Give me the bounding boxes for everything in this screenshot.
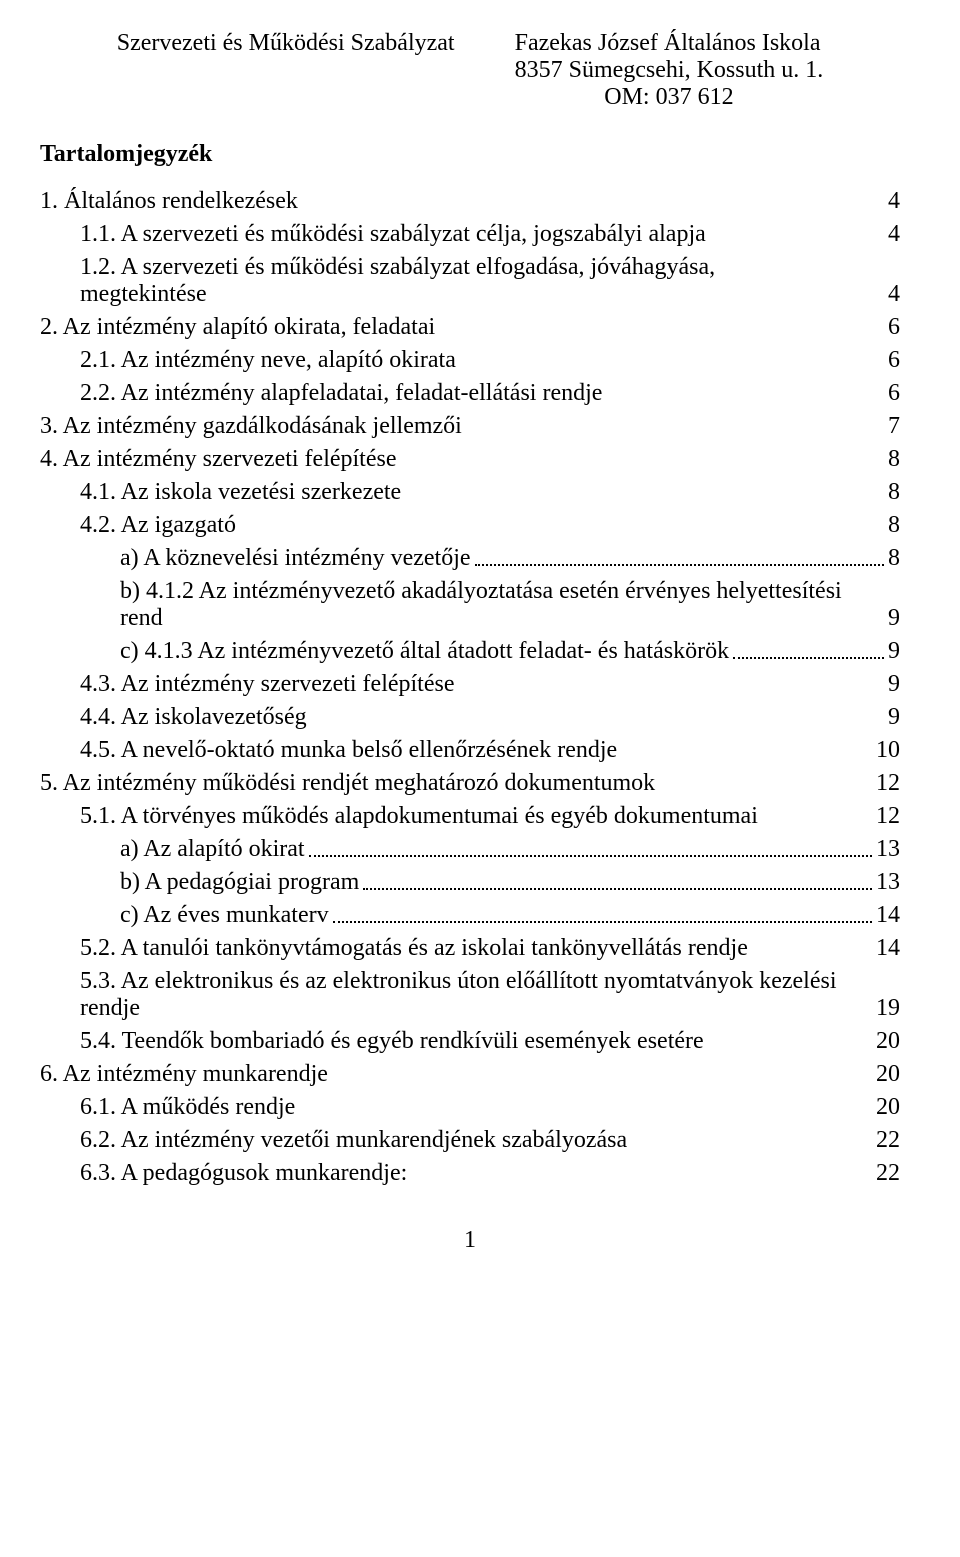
toc-label: 4. Az intézmény szervezeti felépítése xyxy=(40,446,397,473)
toc-entry: a) Az alapító okirat 13 xyxy=(40,836,900,863)
toc-entry: a) A köznevelési intézmény vezetője 8 xyxy=(40,545,900,572)
toc-entry: b) A pedagógiai program 13 xyxy=(40,869,900,896)
page-header: Szervezeti és Működési Szabályzat Fazeka… xyxy=(40,30,900,111)
toc-page: 20 xyxy=(868,1028,900,1055)
toc-page: 4 xyxy=(880,221,900,248)
toc-page: 4 xyxy=(880,281,900,308)
toc-page: 14 xyxy=(868,935,900,962)
toc-dots xyxy=(733,656,884,659)
toc-page: 4 xyxy=(880,188,900,215)
toc-label: 1. Általános rendelkezések xyxy=(40,188,298,215)
toc-page: 9 xyxy=(888,605,900,632)
toc-dots xyxy=(363,887,872,890)
toc-entry: 3. Az intézmény gazdálkodásának jellemző… xyxy=(40,413,900,440)
toc-page: 19 xyxy=(868,995,900,1022)
toc-entry: b) 4.1.2 Az intézményvezető akadályoztat… xyxy=(40,578,900,632)
toc-entry: 4.1. Az iskola vezetési szerkezete 8 xyxy=(40,479,900,506)
toc-label: 1.2. A szervezeti és működési szabályzat… xyxy=(80,254,840,308)
toc-page: 22 xyxy=(868,1160,900,1187)
toc-label: 5. Az intézmény működési rendjét meghatá… xyxy=(40,770,655,797)
toc-label: a) Az alapító okirat xyxy=(120,836,305,863)
toc-page: 7 xyxy=(880,413,900,440)
toc-page: 8 xyxy=(880,479,900,506)
toc-label: 6.1. A működés rendje xyxy=(80,1094,295,1121)
toc-title: Tartalomjegyzék xyxy=(40,141,900,168)
toc-entry: 1. Általános rendelkezések 4 xyxy=(40,188,900,215)
toc-label: 2.2. Az intézmény alapfeladatai, feladat… xyxy=(80,380,602,407)
toc-page: 6 xyxy=(880,347,900,374)
toc-label: 6.3. A pedagógusok munkarendje: xyxy=(80,1160,407,1187)
toc-label: b) 4.1.2 Az intézményvezető akadályoztat… xyxy=(120,578,880,632)
toc-dots xyxy=(333,920,872,923)
toc-label: 2. Az intézmény alapító okirata, feladat… xyxy=(40,314,435,341)
toc-entry: 5.4. Teendők bombariadó és egyéb rendkív… xyxy=(40,1028,900,1055)
toc-entry: 2. Az intézmény alapító okirata, feladat… xyxy=(40,314,900,341)
toc-label: 4.4. Az iskolavezetőség xyxy=(80,704,307,731)
toc-label: 5.2. A tanulói tankönyvtámogatás és az i… xyxy=(80,935,748,962)
toc-label: 4.2. Az igazgató xyxy=(80,512,236,539)
toc-entry: 4.4. Az iskolavezetőség 9 xyxy=(40,704,900,731)
toc-entry: 6.1. A működés rendje 20 xyxy=(40,1094,900,1121)
toc-entry: 6. Az intézmény munkarendje 20 xyxy=(40,1061,900,1088)
toc-label: 4.5. A nevelő-oktató munka belső ellenőr… xyxy=(80,737,617,764)
toc-page: 13 xyxy=(876,836,900,863)
toc-page: 8 xyxy=(888,545,900,572)
toc-entry: c) Az éves munkaterv 14 xyxy=(40,902,900,929)
header-school: Fazekas József Általános Iskola xyxy=(515,30,824,57)
toc-label: a) A köznevelési intézmény vezetője xyxy=(120,545,471,572)
header-address: 8357 Sümegcsehi, Kossuth u. 1. xyxy=(515,57,824,84)
toc-entry: 2.1. Az intézmény neve, alapító okirata 6 xyxy=(40,347,900,374)
toc-page: 9 xyxy=(888,638,900,665)
toc-entry: 4.5. A nevelő-oktató munka belső ellenőr… xyxy=(40,737,900,764)
toc-page: 10 xyxy=(868,737,900,764)
toc-page: 8 xyxy=(880,512,900,539)
toc-entry: 1.2. A szervezeti és működési szabályzat… xyxy=(40,254,900,308)
toc-label: 2.1. Az intézmény neve, alapító okirata xyxy=(80,347,456,374)
toc-entry: 6.2. Az intézmény vezetői munkarendjének… xyxy=(40,1127,900,1154)
toc-label: 6. Az intézmény munkarendje xyxy=(40,1061,328,1088)
toc-page: 22 xyxy=(868,1127,900,1154)
toc-label: 5.1. A törvényes működés alapdokumentuma… xyxy=(80,803,758,830)
toc-page: 9 xyxy=(880,704,900,731)
toc-label: 5.4. Teendők bombariadó és egyéb rendkív… xyxy=(80,1028,704,1055)
toc-entry: 1.1. A szervezeti és működési szabályzat… xyxy=(40,221,900,248)
toc-page: 20 xyxy=(868,1061,900,1088)
toc-label: c) Az éves munkaterv xyxy=(120,902,329,929)
toc-dots xyxy=(475,563,884,566)
toc-page: 9 xyxy=(880,671,900,698)
toc-entry: 5. Az intézmény működési rendjét meghatá… xyxy=(40,770,900,797)
toc-page: 14 xyxy=(876,902,900,929)
toc-label: 5.3. Az elektronikus és az elektronikus … xyxy=(80,968,840,1022)
toc-page: 8 xyxy=(880,446,900,473)
toc-label: c) 4.1.3 Az intézményvezető által átadot… xyxy=(120,638,729,665)
toc-page: 12 xyxy=(868,770,900,797)
toc-label: 6.2. Az intézmény vezetői munkarendjének… xyxy=(80,1127,627,1154)
toc-page: 20 xyxy=(868,1094,900,1121)
toc-page: 6 xyxy=(880,380,900,407)
toc-page: 13 xyxy=(876,869,900,896)
toc-page: 6 xyxy=(880,314,900,341)
header-left: Szervezeti és Működési Szabályzat xyxy=(117,30,455,111)
toc-label: 4.3. Az intézmény szervezeti felépítése xyxy=(80,671,455,698)
toc-label: 3. Az intézmény gazdálkodásának jellemző… xyxy=(40,413,462,440)
toc-entry: 2.2. Az intézmény alapfeladatai, feladat… xyxy=(40,380,900,407)
toc-entry: 6.3. A pedagógusok munkarendje: 22 xyxy=(40,1160,900,1187)
toc-entry: c) 4.1.3 Az intézményvezető által átadot… xyxy=(40,638,900,665)
toc-entry: 4.3. Az intézmény szervezeti felépítése 9 xyxy=(40,671,900,698)
header-right: Fazekas József Általános Iskola 8357 Süm… xyxy=(515,30,824,111)
toc-entry: 5.1. A törvényes működés alapdokumentuma… xyxy=(40,803,900,830)
toc-dots xyxy=(309,854,872,857)
toc-entry: 4.2. Az igazgató 8 xyxy=(40,512,900,539)
toc-label: 4.1. Az iskola vezetési szerkezete xyxy=(80,479,401,506)
page-number: 1 xyxy=(40,1227,900,1254)
header-om: OM: 037 612 xyxy=(515,84,824,111)
table-of-contents: 1. Általános rendelkezések 4 1.1. A szerve… xyxy=(40,188,900,1187)
toc-label: 1.1. A szervezeti és működési szabályzat… xyxy=(80,221,706,248)
toc-entry: 5.2. A tanulói tankönyvtámogatás és az i… xyxy=(40,935,900,962)
toc-entry: 4. Az intézmény szervezeti felépítése 8 xyxy=(40,446,900,473)
toc-page: 12 xyxy=(868,803,900,830)
toc-entry: 5.3. Az elektronikus és az elektronikus … xyxy=(40,968,900,1022)
toc-label: b) A pedagógiai program xyxy=(120,869,359,896)
